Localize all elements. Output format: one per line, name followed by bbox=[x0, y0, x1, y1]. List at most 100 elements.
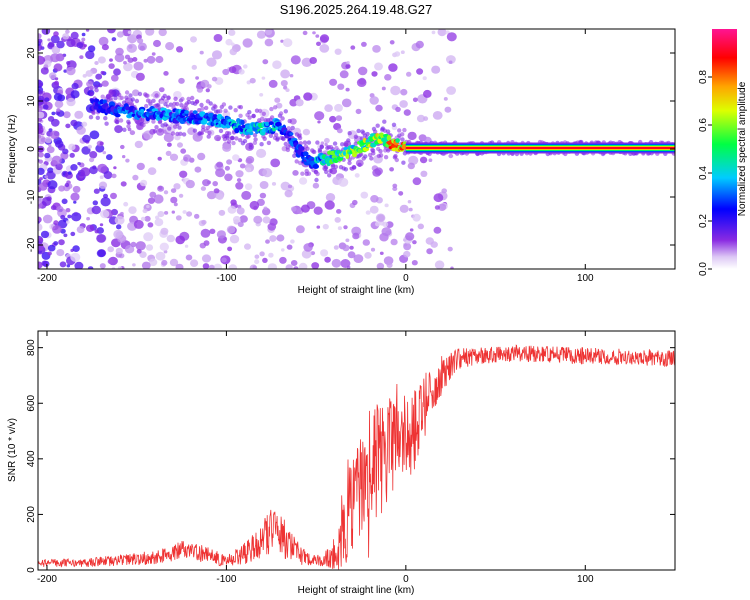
spectrogram-ridge-cell bbox=[298, 146, 305, 152]
spectrogram-noise-cell bbox=[120, 144, 125, 150]
spectrogram-noise-cell bbox=[272, 60, 282, 69]
spectrogram-halo-cell bbox=[228, 105, 233, 110]
spectrogram-noise-cell bbox=[270, 158, 281, 168]
spectrogram-halo-cell bbox=[163, 122, 168, 127]
spectrogram-halo-cell bbox=[259, 116, 265, 122]
spectrogram-noise-cell bbox=[136, 249, 142, 254]
spectrogram-noise-cell bbox=[85, 50, 95, 60]
spectrogram-noise-cell bbox=[141, 261, 151, 269]
spectrogram-noise-cell bbox=[254, 259, 260, 265]
spectrogram-halo-cell bbox=[328, 168, 333, 174]
spectrogram-halo-cell bbox=[177, 125, 182, 130]
spectrogram-noise-cell bbox=[372, 168, 382, 177]
spectrogram-noise-cell bbox=[38, 55, 46, 65]
spectrogram-noise-cell bbox=[159, 87, 165, 93]
spectrogram-halo-cell bbox=[254, 108, 260, 113]
spectrogram-halo-cell bbox=[218, 108, 223, 114]
spectrogram-noise-cell bbox=[420, 170, 428, 177]
spectrogram-noise-cell bbox=[438, 203, 447, 211]
snr-frame bbox=[37, 330, 676, 571]
spectrogram-halo-cell bbox=[323, 165, 329, 170]
spectrogram-noise-cell bbox=[290, 206, 297, 212]
spectrogram-ridge-cell bbox=[192, 110, 198, 115]
spectrogram-noise-cell bbox=[428, 158, 433, 162]
spectrogram-ridge-cell bbox=[184, 110, 190, 114]
spectrogram-noise-cell bbox=[82, 74, 87, 78]
spectrogram-noise-cell bbox=[249, 77, 256, 84]
spectrogram-halo-cell bbox=[370, 148, 376, 153]
spectrogram-noise-cell bbox=[77, 162, 81, 166]
spectrogram-noise-cell bbox=[50, 53, 60, 63]
spectrogram-noise-cell bbox=[175, 215, 182, 221]
spectrogram-halo-cell bbox=[167, 126, 172, 131]
spectrogram-noise-cell bbox=[167, 142, 172, 147]
spectrogram-noise-cell bbox=[177, 142, 183, 148]
spectrogram-noise-cell bbox=[47, 244, 56, 252]
spectrogram-halo-cell bbox=[89, 85, 94, 91]
spectrogram-noise-cell bbox=[369, 205, 379, 214]
spectrogram-noise-cell bbox=[407, 200, 412, 204]
spectrogram-noise-cell bbox=[195, 76, 200, 80]
spectrogram-noise-cell bbox=[329, 78, 338, 86]
spectrogram-noise-cell bbox=[302, 128, 310, 136]
spectrogram-noise-cell bbox=[87, 266, 94, 269]
spectrogram-halo-cell bbox=[157, 119, 163, 125]
snr-y-tick-label: 0 bbox=[26, 567, 37, 573]
spectrogram-noise-cell bbox=[290, 260, 298, 266]
spectrogram-noise-cell bbox=[403, 109, 411, 116]
spectrogram-noise-cell bbox=[324, 200, 335, 210]
spectrogram-noise-cell bbox=[202, 263, 210, 269]
spectrogram-halo-cell bbox=[173, 96, 178, 102]
spectrogram-noise-cell bbox=[280, 80, 288, 87]
spectrogram-halo-cell bbox=[181, 132, 187, 137]
spectrogram-noise-cell bbox=[38, 111, 45, 119]
spectrogram-noise-cell bbox=[225, 38, 233, 46]
spectrogram-noise-cell bbox=[65, 208, 71, 213]
spectrogram-noise-cell bbox=[51, 46, 61, 54]
spectrogram-noise-cell bbox=[44, 152, 51, 159]
spectrogram-noise-cell bbox=[289, 98, 298, 107]
spectrogram-noise-cell bbox=[53, 63, 63, 72]
spectrogram-noise-cell bbox=[300, 204, 310, 213]
spectrogram-noise-cell bbox=[54, 80, 59, 86]
spectrogram-ridge-cell bbox=[336, 150, 341, 155]
spectrogram-noise-cell bbox=[76, 226, 85, 234]
spectrogram-noise-cell bbox=[213, 188, 220, 194]
spectrogram-noise-cell bbox=[417, 223, 424, 230]
spectrogram-noise-cell bbox=[38, 125, 44, 135]
colorbar-ticks: 0.0 0.2 0.4 0.6 0.8 bbox=[698, 70, 712, 276]
spectrogram-noise-cell bbox=[390, 238, 398, 246]
spectrogram-noise-cell bbox=[345, 64, 351, 69]
spectrogram-noise-cell bbox=[433, 226, 442, 234]
spectrogram-halo-cell bbox=[251, 113, 256, 119]
spectrogram-noise-cell bbox=[235, 182, 244, 190]
spectrogram-noise-cell bbox=[179, 170, 188, 178]
spectrogram-noise-cell bbox=[70, 252, 81, 262]
spectrogram-halo-cell bbox=[346, 138, 351, 143]
spectrogram-halo-cell bbox=[378, 153, 384, 158]
spectrogram-noise-cell bbox=[69, 152, 75, 158]
spectrogram-noise-cell bbox=[222, 143, 232, 152]
spectrogram-halo-cell bbox=[227, 131, 232, 136]
spectrogram-noise-cell bbox=[385, 221, 394, 229]
spectrogram-noise-cell bbox=[409, 228, 414, 232]
spectrogram-halo-cell bbox=[393, 153, 398, 159]
spectrogram-noise-cell bbox=[53, 93, 63, 101]
spectrogram-noise-cell bbox=[38, 182, 48, 191]
spectrogram-noise-cell bbox=[253, 215, 263, 224]
spectrogram-noise-cell bbox=[146, 55, 156, 64]
spectrogram-noise-cell bbox=[114, 215, 125, 225]
spectrogram-noise-cell bbox=[182, 210, 187, 214]
spectrogram-halo-cell bbox=[164, 99, 169, 104]
figure-title: S196.2025.264.19.48.G27 bbox=[280, 2, 433, 17]
spectrogram-halo-cell bbox=[373, 129, 378, 134]
spectrogram-noise-cell bbox=[335, 115, 343, 122]
spectrogram-noise-cell bbox=[169, 258, 179, 267]
spectrogram-noise-cell bbox=[262, 168, 273, 178]
spectrogram-halo-cell bbox=[312, 149, 317, 155]
spectrogram-noise-cell bbox=[356, 78, 367, 87]
spectrogram-x-tick-label: -200 bbox=[37, 273, 57, 284]
spectrogram-noise-cell bbox=[61, 198, 68, 205]
spectrogram-noise-cell bbox=[74, 261, 84, 269]
